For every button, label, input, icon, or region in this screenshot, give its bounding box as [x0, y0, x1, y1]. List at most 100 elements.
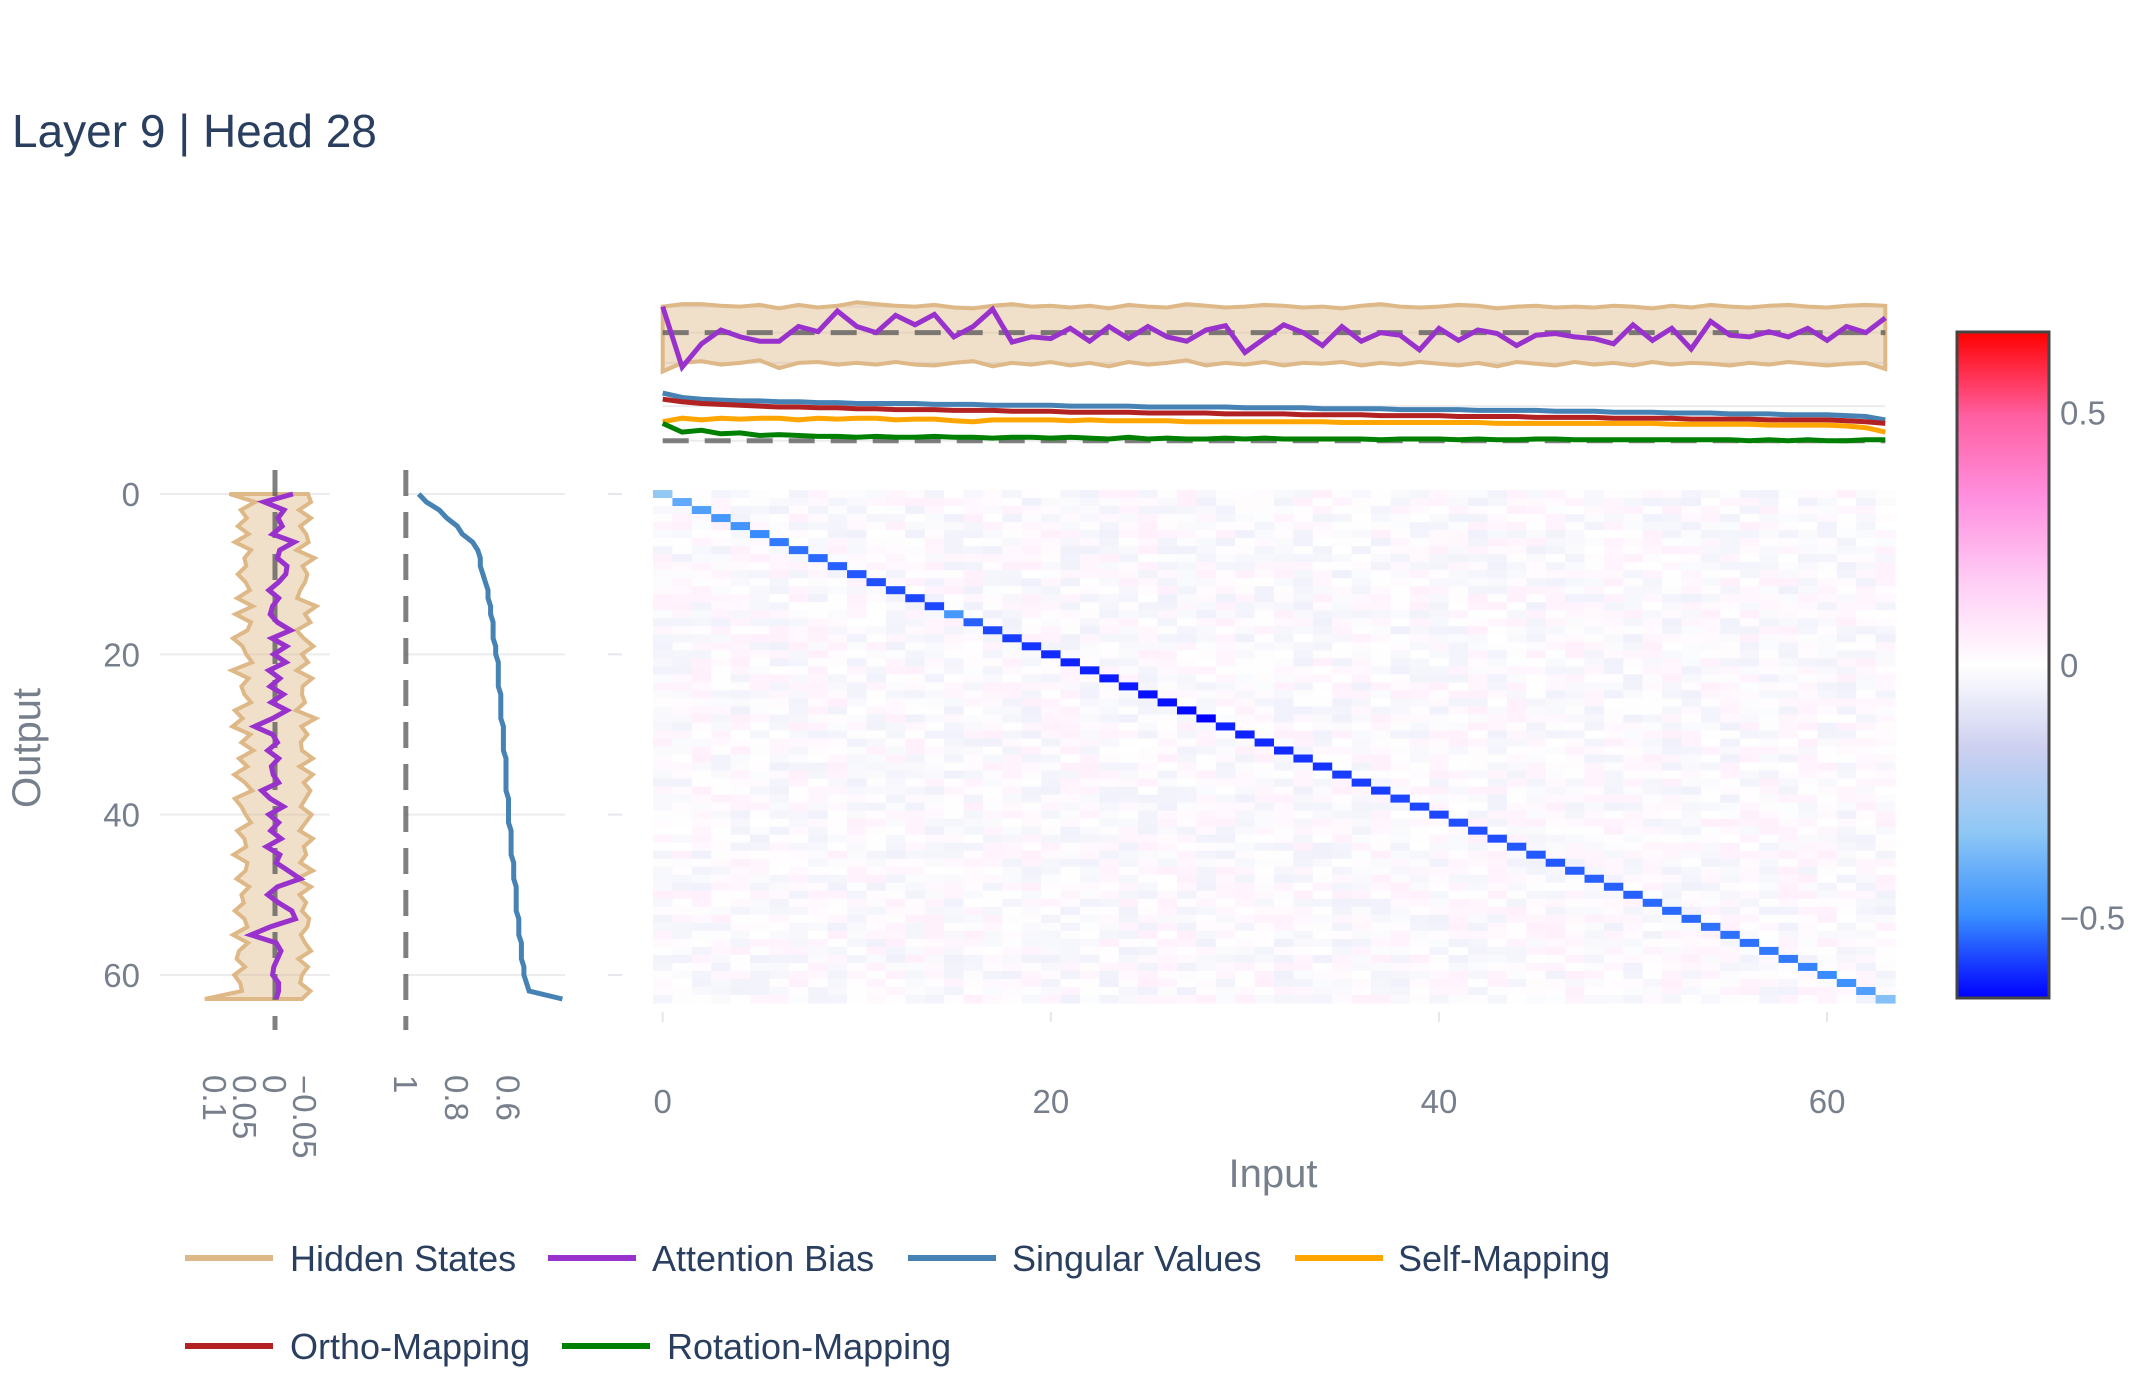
heatmap-cell: [1700, 490, 1721, 499]
heatmap-cell: [1021, 642, 1042, 651]
heatmap-cell: [1642, 642, 1663, 651]
heatmap-cell: [1041, 978, 1062, 988]
heatmap-cell: [1778, 658, 1799, 667]
heatmap-cell: [1312, 538, 1333, 547]
heatmap-cell: [866, 754, 887, 764]
heatmap-cell: [672, 818, 693, 828]
heatmap-cell: [1312, 730, 1333, 740]
heatmap-cell: [827, 802, 848, 812]
heatmap-cell: [672, 578, 693, 587]
heatmap-cell: [1429, 898, 1450, 908]
heatmap-cell: [711, 610, 732, 619]
heatmap-cell: [672, 498, 693, 507]
heatmap-cell: [672, 562, 693, 571]
heatmap-cell: [1196, 834, 1217, 844]
heatmap-cell: [1176, 818, 1197, 828]
heatmap-cell: [1700, 666, 1721, 675]
heatmap-cell: [1759, 746, 1780, 756]
heatmap-cell: [1196, 546, 1217, 555]
heatmap-cell: [1487, 586, 1508, 595]
heatmap-cell: [1157, 594, 1178, 603]
heatmap-cell: [730, 546, 751, 555]
heatmap-cell: [1700, 506, 1721, 515]
heatmap-cell: [1021, 786, 1042, 796]
heatmap-cell: [1293, 522, 1314, 531]
heatmap-cell: [1468, 754, 1489, 764]
heatmap-cell: [1235, 802, 1256, 812]
heatmap-cell: [1836, 650, 1857, 659]
heatmap-cell: [730, 762, 751, 772]
heatmap-cell: [1176, 642, 1197, 651]
heatmap-cell: [866, 730, 887, 740]
heatmap-cell: [788, 714, 809, 724]
heatmap-cell: [1817, 690, 1838, 700]
heatmap-cell: [1565, 762, 1586, 772]
heatmap-cell: [1371, 698, 1392, 708]
heatmap-cell: [1079, 914, 1100, 924]
heatmap-cell: [1196, 818, 1217, 828]
heatmap-cell: [1875, 634, 1896, 643]
heatmap-cell: [1545, 698, 1566, 708]
heatmap-cell: [1817, 770, 1838, 780]
heatmap-cell: [1429, 554, 1450, 563]
heatmap-cell: [1836, 594, 1857, 603]
heatmap-cell: [963, 746, 984, 756]
heatmap-cell: [924, 786, 945, 796]
heatmap-cell: [1429, 658, 1450, 667]
heatmap-cell: [905, 674, 926, 683]
heatmap-cell: [653, 714, 674, 724]
heatmap-cell: [1875, 946, 1896, 956]
heatmap-cell: [1138, 570, 1159, 579]
heatmap-cell: [1060, 970, 1081, 980]
heatmap-cell: [1390, 954, 1411, 964]
heatmap-cell: [1254, 778, 1275, 788]
heatmap-cell: [1797, 682, 1818, 691]
heatmap-cell: [1312, 594, 1333, 603]
heatmap-cell: [1662, 866, 1683, 876]
heatmap-cell: [1662, 922, 1683, 932]
heatmap-cell: [1390, 554, 1411, 563]
heatmap-cell: [691, 986, 712, 996]
heatmap-cell: [944, 514, 965, 523]
heatmap-cell: [1409, 658, 1430, 667]
x-tick-label: 0: [654, 1083, 672, 1120]
heatmap-cell: [1099, 906, 1120, 916]
heatmap-cell: [1332, 682, 1353, 691]
heatmap-cell: [1312, 506, 1333, 515]
heatmap-cell: [1215, 514, 1236, 523]
heatmap-cell: [1002, 978, 1023, 988]
heatmap-cell: [788, 954, 809, 964]
heatmap-cell: [1274, 594, 1295, 603]
heatmap-cell: [1157, 578, 1178, 587]
heatmap-cell: [1060, 666, 1081, 675]
heatmap-cell: [1002, 762, 1023, 772]
heatmap-cell: [1079, 858, 1100, 868]
heatmap-cell: [1468, 714, 1489, 724]
heatmap-cell: [944, 594, 965, 603]
heatmap-cell: [1274, 882, 1295, 892]
heatmap-cell: [982, 650, 1003, 659]
heatmap-cell: [1390, 898, 1411, 908]
heatmap-cell: [769, 722, 790, 732]
heatmap-cell: [1448, 866, 1469, 876]
heatmap-cell: [827, 570, 848, 579]
heatmap-cell: [1157, 754, 1178, 764]
heatmap-cell: [1409, 794, 1430, 804]
heatmap-cell: [885, 562, 906, 571]
heatmap-cell: [1662, 746, 1683, 756]
heatmap-cell: [1448, 834, 1469, 844]
heatmap-cell: [963, 498, 984, 507]
heatmap-cell: [1565, 754, 1586, 764]
heatmap-cell: [924, 698, 945, 708]
heatmap-cell: [1060, 714, 1081, 724]
heatmap-cell: [827, 618, 848, 627]
heatmap-cell: [1215, 930, 1236, 940]
heatmap-cell: [750, 586, 771, 595]
heatmap-cell: [1351, 922, 1372, 932]
heatmap-cell: [1176, 490, 1197, 499]
heatmap-cell: [691, 682, 712, 691]
heatmap-cell: [750, 810, 771, 820]
heatmap-cell: [1836, 570, 1857, 579]
heatmap-cell: [924, 626, 945, 635]
heatmap-cell: [1817, 674, 1838, 683]
